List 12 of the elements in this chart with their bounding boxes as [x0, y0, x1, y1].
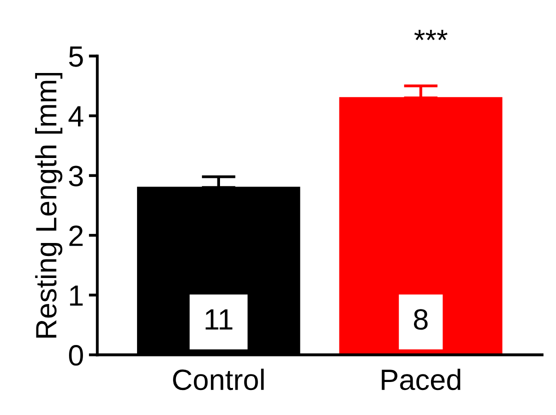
annotation: 11 [206, 309, 232, 330]
y-tick-label: 0 [69, 345, 83, 366]
x-tick-label: Control [173, 368, 264, 390]
y-tick-label: 5 [69, 46, 83, 67]
y-axis-title: Resting Length [mm] [35, 72, 62, 338]
text: *** [414, 30, 448, 40]
y-tick-label: 3 [69, 166, 83, 186]
annotation: 8 [414, 309, 428, 330]
x-tick-label: Paced [382, 368, 460, 390]
y-tick-label: 4 [68, 106, 84, 126]
y-tick-label: 1 [70, 286, 83, 306]
y-tick-label: 2 [69, 226, 83, 246]
